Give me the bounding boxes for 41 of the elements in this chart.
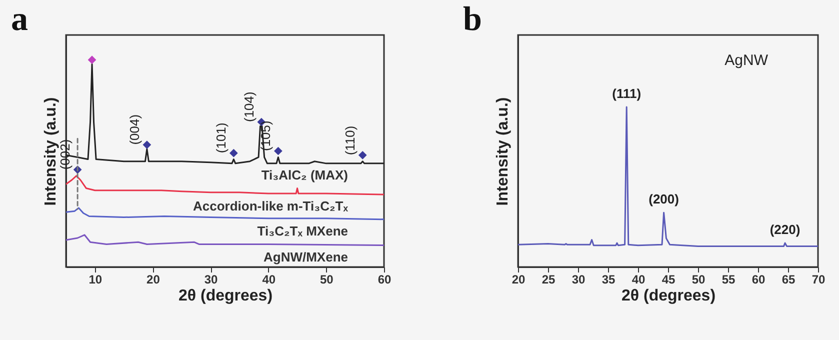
chart-title: a bbox=[11, 1, 28, 38]
point bbox=[142, 140, 152, 149]
point bbox=[88, 56, 96, 64]
x-tick-label: 20 bbox=[512, 272, 526, 286]
series-label: AgNW/MXene bbox=[264, 249, 348, 264]
series-label: Ti₃AlC₂ (MAX) bbox=[261, 167, 348, 182]
x-tick-label: 60 bbox=[752, 272, 766, 286]
x-tick-label: 20 bbox=[146, 272, 160, 286]
point bbox=[229, 148, 238, 158]
text: AgNW bbox=[724, 52, 769, 69]
x-tick-label: 70 bbox=[812, 272, 826, 286]
annotation: (104) bbox=[241, 92, 256, 122]
y-axis-title: Intensity (a.u.) bbox=[494, 97, 512, 206]
x-tick-label: 25 bbox=[542, 272, 556, 286]
point bbox=[358, 150, 367, 160]
series-label: Accordion-like m-Ti₃C₂Tₓ bbox=[193, 198, 348, 214]
x-tick-label: 60 bbox=[378, 272, 392, 286]
annotation: (002) bbox=[58, 139, 73, 170]
x-tick-label: 50 bbox=[320, 272, 334, 286]
y-axis-title: Intensity (a.u.) bbox=[42, 97, 60, 206]
x-axis-title: 2θ (degrees) bbox=[178, 288, 273, 304]
annotation: (004) bbox=[126, 114, 142, 145]
annotation: (200) bbox=[648, 192, 679, 207]
x-tick-label: 50 bbox=[692, 272, 706, 286]
chart-title: b bbox=[463, 1, 482, 38]
x-tick-label: 40 bbox=[262, 272, 276, 286]
x-tick-label: 40 bbox=[632, 272, 646, 286]
annotation: (101) bbox=[214, 122, 229, 154]
x-tick-label: 30 bbox=[204, 272, 218, 286]
x-tick-label: 10 bbox=[88, 272, 102, 286]
point bbox=[274, 146, 282, 156]
x-tick-label: 65 bbox=[782, 272, 796, 286]
annotation: (111) bbox=[612, 86, 642, 101]
annotation: (110) bbox=[342, 126, 358, 156]
series-label: Ti₃C₂Tₓ MXene bbox=[257, 223, 348, 238]
x-tick-label: 30 bbox=[572, 272, 586, 286]
x-tick-label: 55 bbox=[722, 272, 736, 286]
x-tick-label: 35 bbox=[602, 272, 616, 286]
x-tick-label: 45 bbox=[662, 272, 676, 286]
annotation: (220) bbox=[770, 222, 800, 237]
x-axis-title: 2θ (degrees) bbox=[621, 288, 716, 304]
